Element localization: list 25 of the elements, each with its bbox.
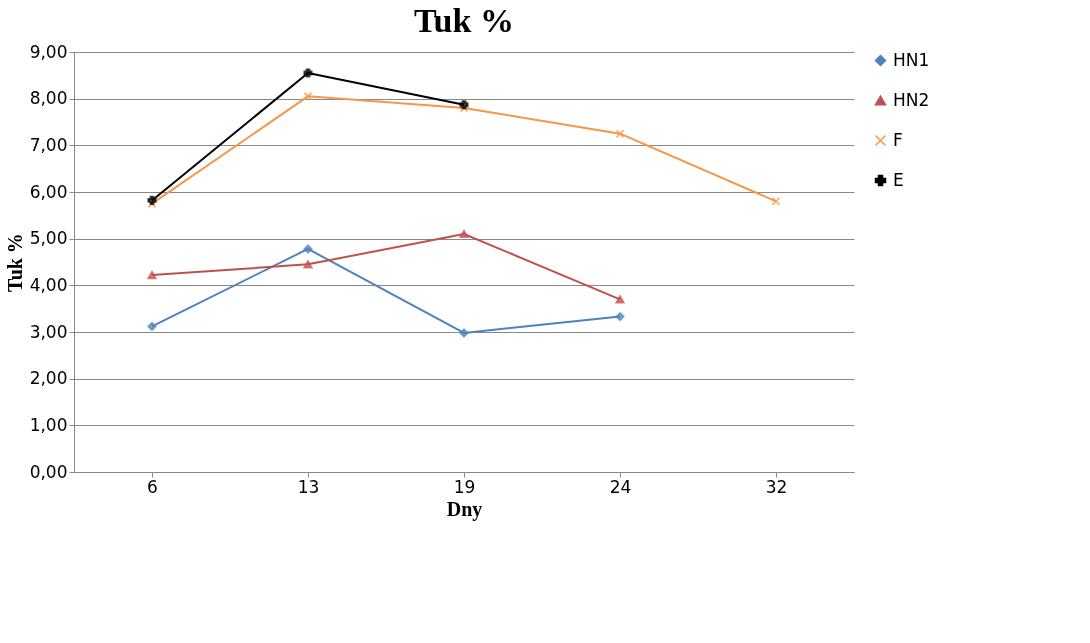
y-axis-title: Tuk % xyxy=(3,233,26,292)
y-tick-label: 2,00 xyxy=(29,368,68,389)
x-tick-label: 6 xyxy=(147,476,158,497)
y-tick-label: 9,00 xyxy=(29,41,68,62)
y-tick-label: 6,00 xyxy=(29,181,68,202)
x-tick-label: 24 xyxy=(609,476,632,497)
x-axis-title: Dny xyxy=(446,497,483,521)
legend-label: HN2 xyxy=(893,89,930,110)
y-tick-label: 3,00 xyxy=(29,321,68,342)
y-tick-label: 7,00 xyxy=(29,134,68,155)
x-tick-label: 19 xyxy=(453,476,476,497)
legend-label: E xyxy=(893,169,904,190)
point xyxy=(303,91,313,101)
y-tick-label: 4,00 xyxy=(29,274,68,295)
x-tick-label: 13 xyxy=(297,476,320,497)
point xyxy=(615,129,625,139)
y-tick-label: 0,00 xyxy=(29,461,68,482)
y-tick-label: 1,00 xyxy=(29,414,68,435)
y-tick-label: 5,00 xyxy=(29,228,68,249)
point xyxy=(771,196,781,206)
chart-title: Tuk % xyxy=(414,2,514,39)
legend-label: HN1 xyxy=(893,49,930,70)
y-tick-label: 8,00 xyxy=(29,88,68,109)
legend-label: F xyxy=(893,129,903,150)
x-tick-label: 32 xyxy=(765,476,788,497)
